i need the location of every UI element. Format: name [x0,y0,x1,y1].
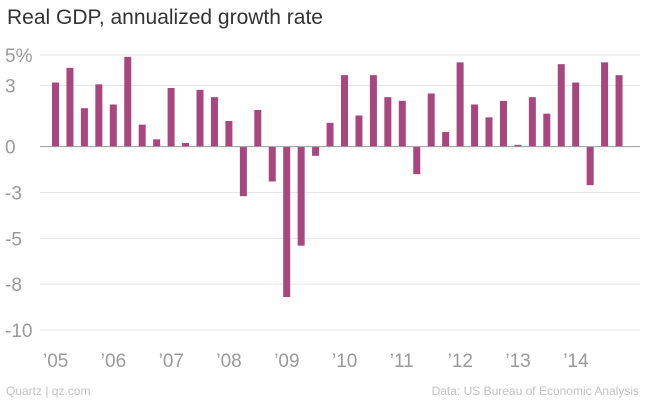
y-tick-label: 0 [5,138,16,159]
gdp-bar [254,110,262,147]
gdp-bar [384,97,392,147]
gdp-bar [499,100,507,147]
gdp-bar [427,93,435,147]
gdp-bar [109,104,117,147]
gdp-bar [341,75,348,147]
gdp-bar [543,113,551,147]
y-tick-label: -10 [5,321,32,342]
source-credit: Quartz | qz.com [6,384,91,398]
x-tick-label: ’05 [43,351,68,372]
y-tick-label: 5% [5,46,33,67]
gdp-bar [210,97,218,147]
gdp-bar [297,146,305,246]
gdp-bar [153,139,161,147]
gdp-bar [557,64,565,147]
gdp-bar [442,132,450,147]
y-tick-label: -5 [5,229,22,250]
x-tick-label: ’07 [159,351,184,372]
gdp-bar [239,146,247,197]
chart-title: Real GDP, annualized growth rate [7,6,323,29]
gdp-bar [283,146,291,297]
y-tick-label: -3 [5,184,22,205]
x-tick-label: ’06 [101,351,126,372]
x-tick-label: ’10 [332,351,357,372]
x-axis-tick-labels: ’05 ’06 ’07 ’08 ’09 ’10 ’11 ’12 ’13 ’14 [43,351,589,372]
gdp-bar [66,67,74,147]
gdp-bar [398,100,406,147]
gdp-bar [514,144,522,147]
gdp-bar [80,108,88,147]
y-axis-tick-labels: 5% 3 0 -3 -5 -8 -10 [5,46,33,342]
x-tick-label: ’14 [563,351,589,372]
gdp-bar [182,143,190,147]
gdp-bar [369,75,377,147]
gdp-bar [52,82,59,147]
gdp-bar [196,89,204,147]
gdp-bar [167,88,175,147]
gdp-bar [124,56,132,147]
grid-lines [40,54,640,331]
gdp-bar [413,146,421,175]
x-tick-label: ’12 [448,351,473,372]
gdp-bar [572,82,580,147]
gdp-bar [615,75,623,147]
gdp-bar [456,62,464,147]
x-tick-label: ’13 [505,351,530,372]
gdp-bar [326,122,334,147]
x-tick-label: ’11 [390,351,414,372]
data-source: Data: US Bureau of Economic Analysis [431,384,639,398]
x-tick-label: ’08 [216,351,241,372]
gdp-bar [586,146,594,186]
gdp-bar [471,104,479,147]
gdp-bar [485,117,493,147]
gdp-bar [601,62,609,147]
y-tick-label: -8 [5,275,22,296]
gdp-bar [528,97,536,147]
y-tick-label: 3 [5,77,16,98]
gdp-bar [95,84,103,147]
gdp-bar [225,121,233,147]
gdp-bar [312,146,320,156]
gdp-bar [268,146,276,182]
gdp-bar [138,124,146,147]
gdp-bar [355,115,363,147]
x-tick-label: ’09 [274,351,299,372]
bars [52,56,623,297]
